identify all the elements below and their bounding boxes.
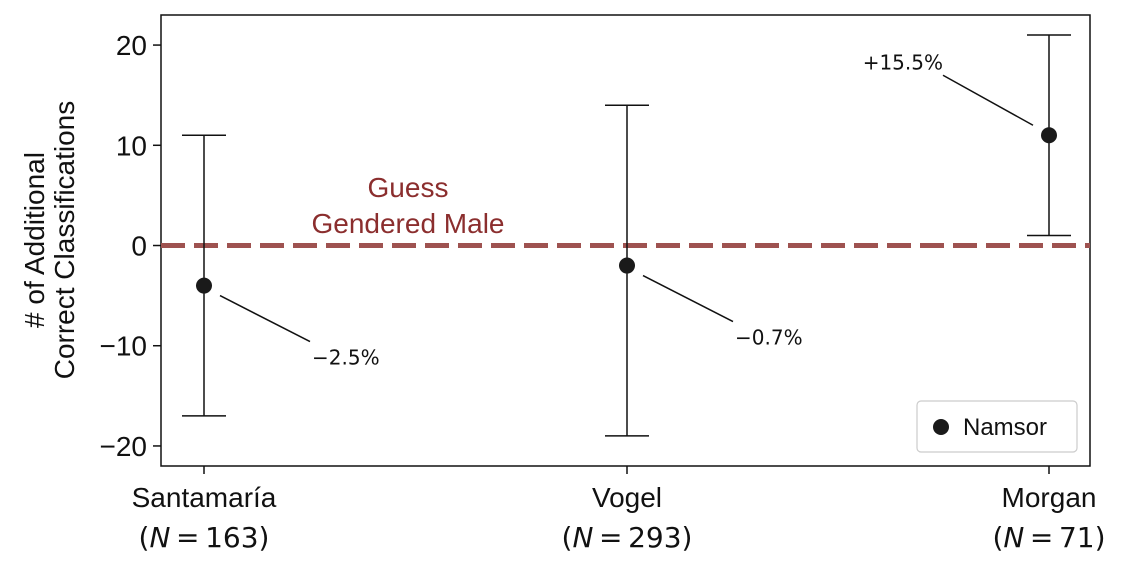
- plot-area-frame: [160, 14, 1091, 467]
- y-axis-ticks: −20 −10 0 10 20: [100, 30, 161, 462]
- y-tick-label: −20: [100, 431, 148, 462]
- y-tick-label: 0: [131, 231, 147, 262]
- y-axis-label: # of Additional Correct Classifications: [19, 101, 80, 380]
- data-marks: −2.5% −0.7% +15.5%: [182, 34, 1071, 437]
- annotation-leader: [942, 74, 1034, 126]
- x-tick-label: Vogel: [592, 482, 662, 513]
- annotation-leader: [219, 294, 311, 343]
- y-axis-label-line2: Correct Classifications: [49, 101, 80, 380]
- x-axis-ticks: Santamaría (N = 163) Vogel (N = 293) Morgan (…: [132, 466, 1106, 554]
- y-tick-label: −10: [100, 331, 148, 362]
- x-tick-label: Santamaría: [132, 482, 277, 513]
- x-tick-sample-size: (N = 163): [139, 521, 270, 554]
- y-tick-label: 20: [116, 30, 147, 61]
- x-tick-sample-size: (N = 293): [562, 521, 693, 554]
- legend-marker-namsor: [933, 419, 949, 435]
- legend-label-namsor: Namsor: [963, 414, 1047, 441]
- legend-box: [916, 400, 1078, 453]
- data-point: [1041, 127, 1057, 144]
- x-tick-sample-size: (N = 71): [992, 521, 1105, 554]
- annotation-label: −0.7%: [735, 326, 803, 350]
- legend: Namsor: [916, 400, 1078, 453]
- x-tick-label: Morgan: [1002, 482, 1097, 513]
- annotation-label: −2.5%: [312, 346, 380, 370]
- data-point: [196, 277, 212, 294]
- y-axis-label-line1: # of Additional: [19, 152, 50, 328]
- reference-line-label-line2: Gendered Male: [311, 208, 504, 239]
- data-point: [619, 257, 635, 274]
- annotation-label: +15.5%: [863, 50, 943, 74]
- annotation-leader: [642, 274, 734, 323]
- y-tick-label: 10: [116, 130, 147, 161]
- reference-line-label-line1: Guess: [368, 172, 449, 203]
